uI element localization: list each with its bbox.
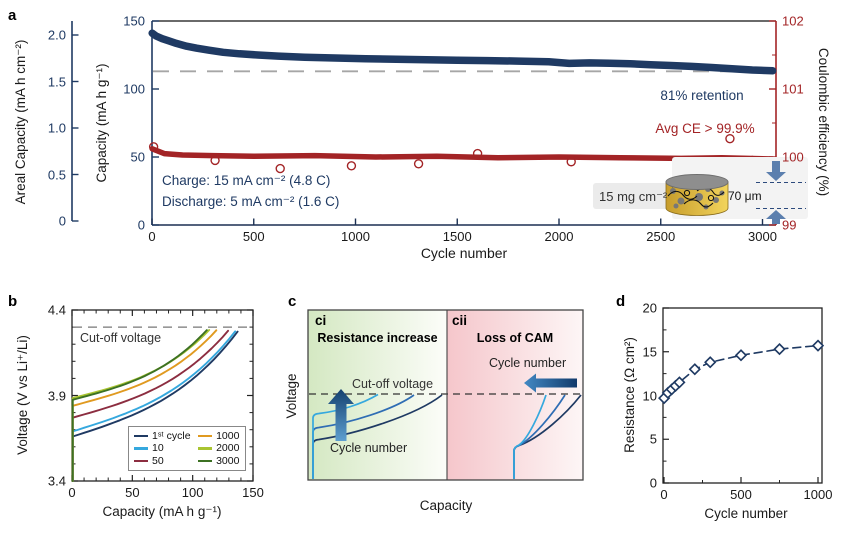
electrode-cylinder-top — [665, 174, 729, 190]
ce-outlier-point — [566, 157, 576, 167]
panel-b-label: b — [8, 293, 18, 310]
thickness-arrow-up-icon — [766, 210, 786, 224]
ce-outlier-point — [210, 155, 220, 166]
ce-outlier-point — [725, 133, 735, 144]
panel-b-legend: 1ˢᵗ cycle 10 50 1000 2000 3000 — [128, 426, 246, 471]
ce-series — [149, 146, 776, 162]
panel-d-frame — [662, 307, 823, 484]
charge-curve-1cycle — [71, 330, 239, 482]
electrode-network-line — [683, 199, 714, 208]
electrode-network-loop — [707, 194, 715, 202]
panel-c-label: c — [288, 293, 297, 310]
ce-outlier-point — [275, 163, 285, 174]
cii-curve-early — [513, 394, 547, 479]
legend-item: 2000 — [198, 442, 240, 454]
resistance-data-point — [688, 363, 701, 376]
subpanel-cii-background — [447, 310, 583, 480]
ce-outlier-point — [472, 148, 483, 159]
legend-item: 3000 — [198, 455, 240, 467]
cutoff-voltage-label-c: Cut-off voltage — [352, 377, 434, 391]
charge-rate-annotation: Charge: 15 mA cm⁻² (4.8 C) — [162, 173, 331, 188]
legend-label: 3000 — [216, 454, 240, 467]
mass-loading-annotation: 15 mg cm⁻² — [599, 189, 668, 204]
cii-cycle-arrow-left-icon — [524, 373, 577, 393]
legend-swatch — [198, 459, 213, 463]
resistance-trend-line — [663, 344, 819, 399]
cutoff-voltage-label-b: Cut-off voltage — [80, 331, 162, 345]
voltage-axis-label-c: Voltage — [284, 373, 300, 419]
resistance-data-point — [734, 349, 748, 362]
resistance-data-point — [704, 356, 717, 369]
ci-cycle-arrow-up-icon — [328, 389, 354, 441]
legend-item: 1ˢᵗ cycle — [134, 430, 191, 442]
resistance-data-point — [773, 342, 786, 356]
ci-curve-early — [312, 393, 379, 479]
electrode-network-line — [667, 190, 698, 200]
panel-c-frame — [307, 309, 584, 481]
electrode-pore — [695, 193, 703, 201]
capacity-series — [148, 29, 777, 75]
voltage-axis-label-b: Voltage (V vs Li⁺/Li) — [15, 335, 31, 455]
subpanel-cii-label: cii — [452, 313, 468, 328]
areal-capacity-axis-label: Areal Capacity (mA h cm⁻²) — [13, 39, 29, 205]
discharge-rate-annotation: Discharge: 5 mA cm⁻² (1.6 C) — [162, 194, 340, 209]
legend-item: 50 — [134, 455, 191, 467]
electrode-network-loop — [683, 189, 691, 197]
legend-swatch — [198, 434, 213, 438]
subpanel-ci-label: ci — [315, 313, 327, 328]
thickness-arrow-down-icon — [766, 161, 786, 181]
retention-annotation: 81% retention — [660, 88, 744, 103]
resistance-data-point — [673, 376, 686, 389]
legend-label: 1000 — [216, 429, 240, 442]
electrode-pore — [673, 203, 679, 209]
legend-label: 10 — [152, 442, 164, 455]
ce-outlier-point — [148, 142, 159, 152]
cycle-number-annotation-ci: Cycle number — [330, 441, 408, 455]
electrode-pore — [677, 197, 685, 205]
legend-item: 1000 — [198, 430, 240, 442]
capacity-axis-label-b: Capacity (mA h g⁻¹) — [102, 504, 222, 519]
charge-curve-10 — [71, 330, 237, 482]
subpanel-ci-title: Resistance increase — [317, 331, 438, 345]
ce-outlier-point — [413, 159, 424, 169]
panel-d-label: d — [616, 293, 626, 310]
resistance-data-point — [811, 339, 825, 352]
ce-outlier-point — [346, 161, 357, 171]
loading-label-background — [593, 183, 671, 209]
legend-label: 2000 — [216, 442, 240, 455]
thickness-annotation: 70 μm — [728, 189, 762, 203]
legend-label: 50 — [152, 454, 164, 467]
legend-label: 1ˢᵗ cycle — [152, 429, 191, 442]
cycle-number-axis-label-d: Cycle number — [704, 506, 788, 521]
panel-a-label: a — [8, 7, 17, 24]
avg-ce-annotation: Avg CE > 99.9% — [655, 121, 755, 136]
capacity-axis-label-c: Capacity — [419, 498, 473, 513]
cycle-number-axis-label-a: Cycle number — [420, 245, 508, 261]
coulombic-efficiency-axis-label: Coulombic efficiency (%) — [815, 47, 831, 197]
legend-swatch — [134, 447, 148, 450]
legend-swatch — [134, 459, 148, 463]
charge-curve-3000 — [71, 329, 208, 482]
resistance-axis-label: Resistance (Ω cm²) — [622, 337, 638, 453]
legend-item: 10 — [134, 442, 191, 454]
legend-swatch — [134, 434, 148, 438]
subpanel-cii-title: Loss of CAM — [476, 331, 554, 345]
legend-swatch — [198, 447, 213, 450]
capacity-axis-label: Capacity (mA h g⁻¹) — [94, 63, 110, 183]
charge-curve-50 — [71, 329, 230, 482]
electrode-pore — [713, 197, 719, 203]
cycle-number-annotation-cii: Cycle number — [489, 356, 567, 370]
charge-curve-1000 — [71, 329, 218, 482]
